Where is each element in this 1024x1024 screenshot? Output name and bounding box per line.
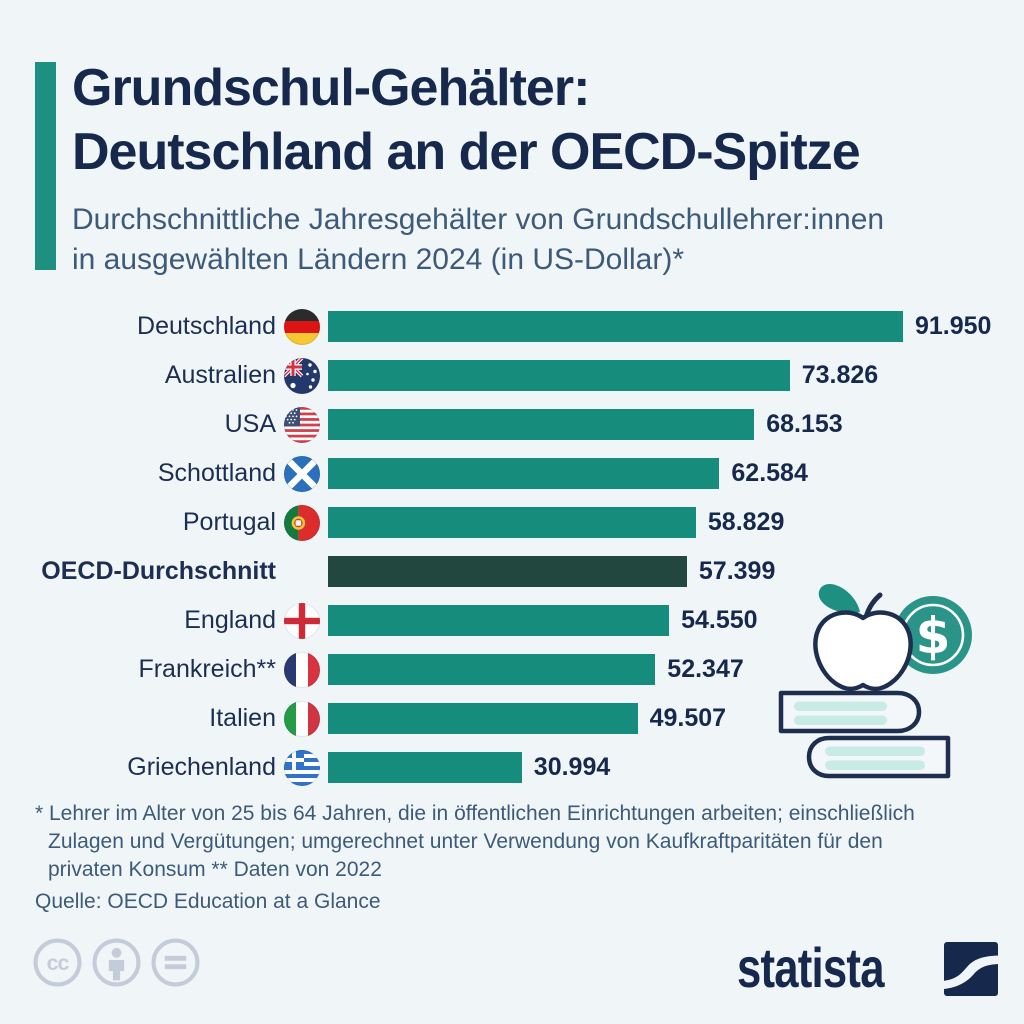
chart-row: Griechenland 30.994: [35, 743, 1015, 792]
value-label: 68.153: [766, 410, 843, 438]
page-title: Grundschul-Gehälter: Deutschland an der O…: [72, 56, 1002, 184]
title-line-2: Deutschland an der OECD-Spitze: [72, 123, 861, 181]
footnote: * Lehrer im Alter von 25 bis 64 Jahren, …: [35, 800, 995, 884]
chart-row: USA 68.153: [35, 400, 1015, 449]
subtitle-line-1: Durchschnittliche Jahresgehälter von Gru…: [72, 203, 885, 236]
chart-row: Portugal 58.829: [35, 498, 1015, 547]
chart-row: Frankreich** 52.347: [35, 645, 1015, 694]
bar-track: 54.550: [328, 605, 758, 636]
country-label: Schottland: [157, 459, 276, 487]
country-label: Australien: [164, 361, 276, 389]
bar-chart: Deutschland 91.950 Australien 73.826 USA 68.1…: [35, 302, 1015, 792]
value-label: 91.950: [915, 312, 992, 340]
bar-track: 58.829: [328, 507, 784, 538]
value-label: 49.507: [649, 704, 727, 732]
country-label: Portugal: [182, 508, 276, 536]
statista-logo: statista: [737, 936, 999, 999]
title-accent-bar: [35, 62, 56, 270]
header: Grundschul-Gehälter: Deutschland an der O…: [72, 56, 1002, 280]
bar-track: 49.507: [328, 703, 726, 734]
chart-row: Italien 49.507: [35, 694, 1015, 743]
value-label: 57.399: [698, 557, 776, 585]
australia-flag: [284, 357, 320, 394]
attribution-person-icon: [92, 938, 141, 987]
country-label: Deutschland: [137, 312, 276, 340]
chart-row: Schottland 62.584: [35, 449, 1015, 498]
france-flag: [284, 651, 320, 688]
country-label: OECD-Durchschnitt: [41, 557, 276, 585]
license-icons: cc: [33, 938, 200, 987]
country-label: England: [184, 606, 276, 634]
england-flag: [284, 602, 320, 639]
apple-books-illustration: $: [778, 578, 1004, 797]
apple-icon: [813, 583, 913, 692]
value-bar: [328, 409, 755, 440]
italy-flag: [284, 700, 320, 737]
value-bar: [328, 752, 522, 783]
country-label: Frankreich**: [138, 655, 276, 683]
value-label: 62.584: [731, 459, 808, 487]
illustration-svg: $: [778, 583, 972, 779]
scotland-flag: [284, 455, 320, 492]
value-label: 58.829: [707, 508, 785, 536]
country-label: Italien: [209, 704, 276, 732]
footnote-line-1: * Lehrer im Alter von 25 bis 64 Jahren, …: [35, 802, 915, 825]
bar-track: 73.826: [328, 360, 878, 391]
chart-row: Australien 73.826: [35, 351, 1015, 400]
flag-spacer: [284, 554, 320, 590]
footnote-line-3: privaten Konsum ** Daten von 2022: [48, 858, 382, 881]
value-bar: [328, 458, 720, 489]
country-label: Griechenland: [127, 753, 276, 781]
bar-track: 52.347: [328, 654, 744, 685]
value-bar: [328, 360, 790, 391]
chart-row: England 54.550: [35, 596, 1015, 645]
value-label: 73.826: [801, 361, 879, 389]
value-bar: [328, 703, 638, 734]
no-derivatives-equals-icon: [151, 938, 200, 987]
bar-track: 62.584: [328, 458, 808, 489]
value-label: 54.550: [681, 606, 758, 634]
source-text: Quelle: OECD Education at a Glance: [35, 890, 381, 913]
value-bar: [328, 605, 670, 636]
books-icon: [778, 690, 951, 779]
value-bar: [328, 507, 696, 538]
value-label: 52.347: [667, 655, 744, 683]
svg-text:cc: cc: [47, 951, 70, 975]
greece-flag: [284, 749, 320, 786]
footnote-line-2: Zulagen und Vergütungen; umgerechnet unt…: [48, 830, 883, 853]
svg-text:$: $: [916, 607, 951, 665]
chart-row: Deutschland 91.950: [35, 302, 1015, 351]
bar-track: 68.153: [328, 409, 843, 440]
value-bar: [328, 556, 687, 587]
country-label: USA: [224, 410, 276, 438]
bar-track: 57.399: [328, 556, 775, 587]
cc-icon: cc: [33, 938, 82, 987]
germany-flag: [284, 308, 320, 345]
statista-wordmark: statista: [737, 936, 884, 999]
value-label: 30.994: [533, 753, 611, 781]
chart-subtitle: Durchschnittliche Jahresgehälter von Gru…: [72, 200, 1002, 280]
value-bar: [328, 311, 903, 342]
title-line-1: Grundschul-Gehälter:: [72, 59, 590, 117]
bar-track: 91.950: [328, 311, 991, 342]
bar-track: 30.994: [328, 752, 610, 783]
portugal-flag: [284, 504, 320, 541]
usa-flag: [284, 406, 320, 443]
subtitle-line-2: in ausgewählten Ländern 2024 (in US-Doll…: [72, 243, 685, 276]
chart-row: OECD-Durchschnitt 57.399: [35, 547, 1015, 596]
statista-logo-mark: [939, 939, 1000, 1004]
value-bar: [328, 654, 656, 685]
